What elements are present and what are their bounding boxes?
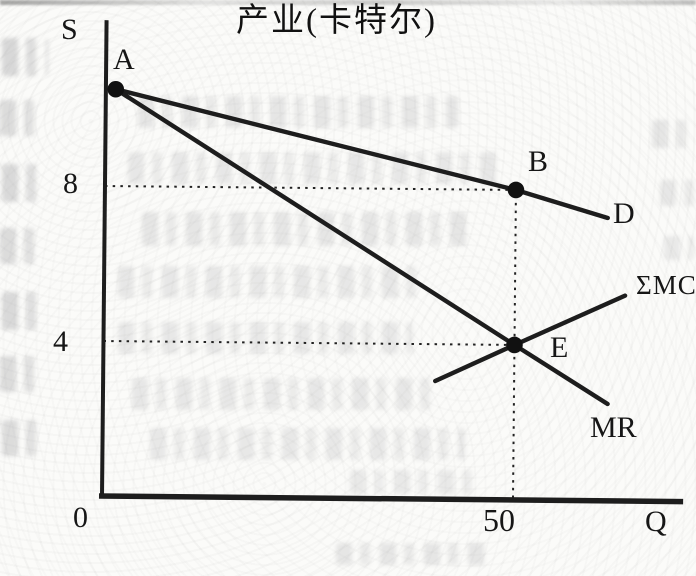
origin-tick-label: 0 — [73, 501, 88, 534]
x-tick-50: 50 — [483, 502, 515, 538]
curve-label-d: D — [613, 197, 635, 230]
chart-title: 产业(卡特尔) — [236, 3, 437, 39]
sum-marginal-cost-curve — [433, 293, 628, 384]
dashed-guide-p4 — [103, 340, 509, 346]
point-dot-e — [506, 336, 523, 354]
curve-label-mr: MR — [590, 411, 637, 444]
y-tick-8: 8 — [63, 167, 78, 200]
point-label-e: E — [550, 331, 569, 364]
point-dot-b — [507, 181, 525, 199]
dashed-guide-p8 — [104, 185, 511, 191]
point-label-b: B — [528, 145, 549, 178]
y-tick-4: 4 — [53, 325, 68, 358]
marginal-revenue-curve — [113, 87, 610, 407]
curve-label-smc: ΣMC — [636, 270, 696, 300]
x-axis-line — [98, 493, 684, 505]
y-axis-line — [99, 20, 109, 499]
y-axis-label: S — [61, 13, 78, 46]
x-axis-label: Q — [645, 505, 667, 538]
point-label-a: A — [113, 43, 135, 76]
point-dot-a — [107, 80, 125, 98]
